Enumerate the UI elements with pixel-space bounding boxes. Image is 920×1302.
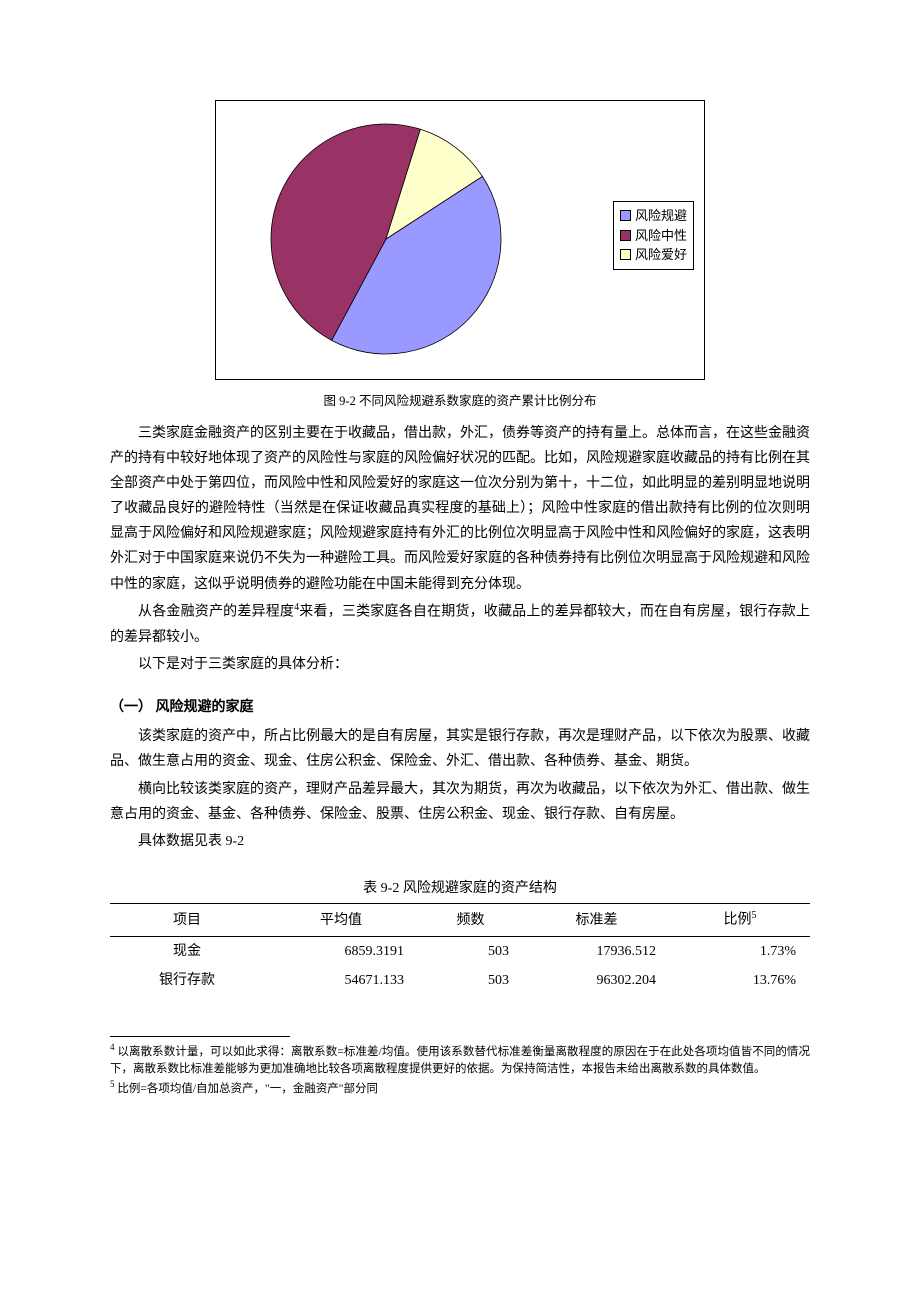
table-cell: 96302.204	[523, 966, 670, 995]
footnote-separator	[110, 1036, 290, 1037]
footnote-ref-5: 5	[752, 910, 757, 921]
paragraph-5: 横向比较该类家庭的资产，理财产品差异最大，其次为期货，再次为收藏品，以下依次为外…	[110, 777, 810, 827]
pie-chart-figure: 风险规避风险中性风险爱好	[215, 100, 705, 380]
legend-swatch	[620, 210, 631, 221]
para2-pre: 从各金融资产的差异程度	[138, 604, 294, 619]
table-cell: 503	[418, 966, 523, 995]
section-heading: （一） 风险规避的家庭	[110, 695, 810, 720]
pie-chart	[266, 119, 506, 359]
paragraph-2: 从各金融资产的差异程度4来看，三类家庭各自在期货，收藏品上的差异都较大，而在自有…	[110, 599, 810, 650]
table-row: 银行存款54671.13350396302.20413.76%	[110, 966, 810, 995]
paragraph-6: 具体数据见表 9-2	[110, 829, 810, 854]
table-header-row: 项目 平均值 频数 标准差 比例5	[110, 904, 810, 937]
paragraph-3: 以下是对于三类家庭的具体分析：	[110, 652, 810, 677]
chart-caption: 图 9-2 不同风险规避系数家庭的资产累计比例分布	[110, 390, 810, 413]
table-cell: 6859.3191	[264, 937, 418, 967]
asset-structure-table: 项目 平均值 频数 标准差 比例5 现金6859.319150317936.51…	[110, 903, 810, 995]
legend-item: 风险中性	[620, 226, 687, 246]
col-item: 项目	[110, 904, 264, 937]
col-ratio: 比例5	[670, 904, 810, 937]
legend-label: 风险爱好	[635, 245, 687, 265]
col-std: 标准差	[523, 904, 670, 937]
table-cell: 54671.133	[264, 966, 418, 995]
paragraph-4: 该类家庭的资产中，所占比例最大的是自有房屋，其实是银行存款，再次是理财产品，以下…	[110, 724, 810, 774]
table-cell: 银行存款	[110, 966, 264, 995]
legend-swatch	[620, 249, 631, 260]
col-ratio-label: 比例	[724, 913, 752, 928]
legend-item: 风险规避	[620, 206, 687, 226]
footnote-5-text: 比例=各项均值/自加总资产，"一，金融资产"部分同	[115, 1083, 378, 1095]
col-freq: 频数	[418, 904, 523, 937]
col-mean: 平均值	[264, 904, 418, 937]
table-cell: 现金	[110, 937, 264, 967]
legend-label: 风险规避	[635, 206, 687, 226]
chart-legend: 风险规避风险中性风险爱好	[613, 201, 694, 270]
legend-item: 风险爱好	[620, 245, 687, 265]
table-cell: 13.76%	[670, 966, 810, 995]
legend-label: 风险中性	[635, 226, 687, 246]
table-cell: 1.73%	[670, 937, 810, 967]
table-caption: 表 9-2 风险规避家庭的资产结构	[110, 876, 810, 901]
footnote-4: 4 以离散系数计量，可以如此求得：离散系数=标准差/均值。使用该系数替代标准差衡…	[110, 1041, 810, 1078]
legend-swatch	[620, 230, 631, 241]
table-cell: 17936.512	[523, 937, 670, 967]
footnote-4-text: 以离散系数计量，可以如此求得：离散系数=标准差/均值。使用该系数替代标准差衡量离…	[110, 1045, 810, 1074]
table-row: 现金6859.319150317936.5121.73%	[110, 937, 810, 967]
footnote-5: 5 比例=各项均值/自加总资产，"一，金融资产"部分同	[110, 1078, 810, 1098]
table-cell: 503	[418, 937, 523, 967]
paragraph-1: 三类家庭金融资产的区别主要在于收藏品，借出款，外汇，债券等资产的持有量上。总体而…	[110, 421, 810, 597]
